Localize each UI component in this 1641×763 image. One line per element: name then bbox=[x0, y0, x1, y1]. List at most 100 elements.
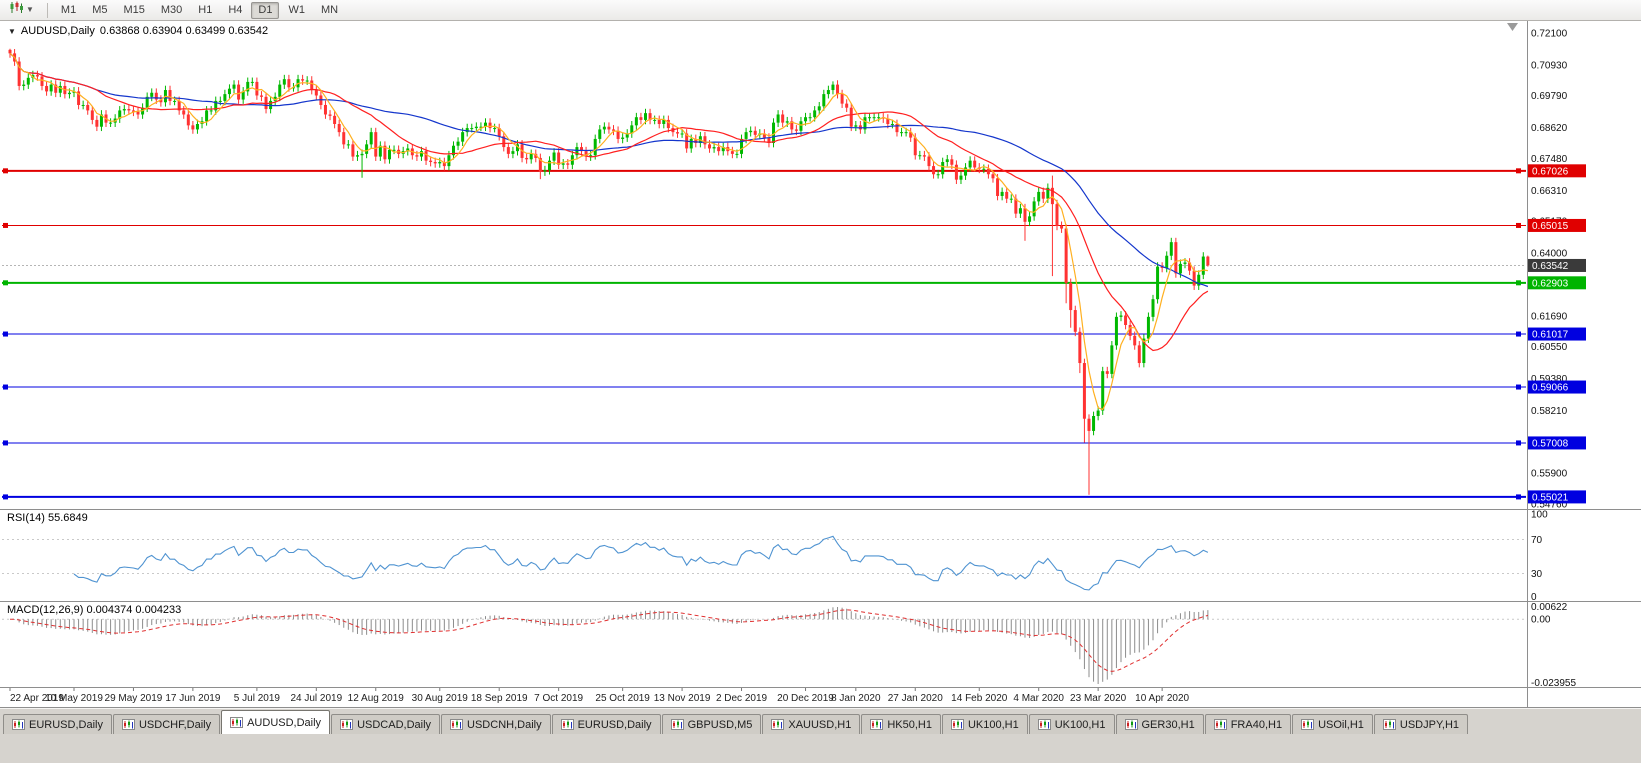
candle-body bbox=[666, 119, 670, 129]
chart-tab-label: FRA40,H1 bbox=[1230, 718, 1283, 731]
candle-body bbox=[589, 155, 593, 157]
candle-body bbox=[1018, 208, 1022, 214]
candle-body bbox=[54, 84, 58, 93]
candle-body bbox=[451, 145, 455, 156]
candle-body bbox=[406, 148, 410, 152]
candle-body bbox=[936, 174, 940, 176]
chart-tab-1-usdchf-daily[interactable]: USDCHF,Daily bbox=[112, 714, 221, 734]
timeframe-button-h1[interactable]: H1 bbox=[198, 3, 213, 16]
line-handle bbox=[3, 440, 8, 446]
time-axis-label: 14 Feb 2020 bbox=[951, 693, 1008, 704]
chart-tab-12-fra40-h1[interactable]: FRA40,H1 bbox=[1204, 714, 1292, 734]
candle-body bbox=[922, 155, 926, 157]
candle-body bbox=[639, 117, 643, 120]
line-handle bbox=[3, 280, 8, 286]
chart-tab-4-usdcnh-daily[interactable]: USDCNH,Daily bbox=[441, 714, 551, 734]
candle-body bbox=[186, 114, 190, 126]
candle-body bbox=[529, 153, 533, 160]
candle-body bbox=[122, 109, 126, 111]
chart-tab-5-eurusd-daily[interactable]: EURUSD,Daily bbox=[551, 714, 661, 734]
chart-tab-11-ger30-h1[interactable]: GER30,H1 bbox=[1115, 714, 1204, 734]
chart-tab-9-uk100-h1[interactable]: UK100,H1 bbox=[941, 714, 1028, 734]
chart-tab-6-gbpusd-m5[interactable]: GBPUSD,M5 bbox=[661, 714, 762, 734]
candle-body bbox=[237, 84, 241, 100]
time-axis-label: 8 Jan 2020 bbox=[831, 693, 881, 704]
timeframe-button-m15[interactable]: M15 bbox=[123, 3, 145, 16]
candle-body bbox=[95, 119, 99, 127]
candle-body bbox=[465, 128, 469, 133]
candle-body bbox=[223, 94, 227, 101]
candle-body bbox=[813, 110, 817, 118]
candle-body bbox=[721, 147, 725, 152]
chart-title: ▼ AUDUSD,Daily 0.63868 0.63904 0.63499 0… bbox=[8, 25, 268, 37]
chart-tab-8-hk50-h1[interactable]: HK50,H1 bbox=[861, 714, 941, 734]
candle-body bbox=[1137, 345, 1141, 364]
candle-body bbox=[653, 119, 657, 121]
candle-body bbox=[232, 84, 236, 89]
candle-body bbox=[863, 117, 867, 130]
price-axis-tick: 0.60550 bbox=[1531, 342, 1568, 353]
timeframe-button-m30[interactable]: M30 bbox=[160, 3, 183, 16]
price-axis-tick: 0.58210 bbox=[1531, 406, 1568, 417]
line-handle bbox=[3, 384, 8, 390]
candle-body bbox=[502, 136, 506, 148]
candle-body bbox=[1050, 187, 1054, 205]
candle-body bbox=[1110, 345, 1114, 374]
candle-body bbox=[1128, 324, 1132, 336]
chart-tab-13-usoil-h1[interactable]: USOil,H1 bbox=[1292, 714, 1373, 734]
chart-shift-marker[interactable] bbox=[1507, 23, 1518, 31]
time-axis-label: 29 May 2019 bbox=[105, 693, 163, 704]
chart-tab-3-usdcad-daily[interactable]: USDCAD,Daily bbox=[331, 714, 441, 734]
candle-body bbox=[392, 149, 396, 151]
chart-tab-2-audusd-daily[interactable]: AUDUSD,Daily bbox=[221, 710, 331, 734]
candle-body bbox=[323, 104, 327, 115]
candle-body bbox=[557, 152, 561, 165]
candle-body bbox=[49, 84, 53, 92]
timeframe-button-m1[interactable]: M1 bbox=[60, 3, 77, 16]
chart-tab-14-usdjpy-h1[interactable]: USDJPY,H1 bbox=[1373, 714, 1469, 734]
candle-body bbox=[1028, 216, 1032, 222]
candle-body bbox=[136, 111, 140, 115]
candle-body bbox=[785, 121, 789, 123]
candle-body bbox=[150, 92, 154, 97]
candle-body bbox=[387, 149, 391, 160]
timeframe-button-d1[interactable]: D1 bbox=[251, 1, 280, 19]
price-label-box bbox=[1528, 327, 1586, 341]
timeframe-button-w1[interactable]: W1 bbox=[288, 3, 305, 16]
chart-background bbox=[0, 21, 1641, 708]
candle-body bbox=[374, 132, 378, 157]
timeframe-button-mn[interactable]: MN bbox=[320, 3, 339, 16]
timeframe-button-h4[interactable]: H4 bbox=[228, 3, 243, 16]
one-click-trading-toggle[interactable]: ▼ bbox=[8, 26, 16, 36]
candle-body bbox=[621, 137, 625, 139]
time-axis-label: 17 Jun 2019 bbox=[165, 693, 220, 704]
rsi-axis-label: 100 bbox=[1531, 510, 1548, 521]
candle-body bbox=[584, 151, 588, 157]
candle-body bbox=[932, 166, 936, 175]
chart-type-dropdown[interactable]: ▼ bbox=[5, 0, 38, 20]
candle-body bbox=[479, 126, 483, 128]
candle-body bbox=[360, 153, 364, 156]
price-axis-tick: 0.64000 bbox=[1531, 249, 1568, 260]
candle-body bbox=[58, 85, 62, 93]
candle-body bbox=[1188, 262, 1192, 271]
chart-tab-label: USDJPY,H1 bbox=[1399, 718, 1460, 731]
chart-tab-7-xauusd-h1[interactable]: XAUUSD,H1 bbox=[762, 714, 861, 734]
price-label-box bbox=[1528, 276, 1586, 290]
price-label-box bbox=[1528, 380, 1586, 394]
candle-body bbox=[314, 90, 318, 96]
candle-body bbox=[214, 100, 218, 111]
time-axis-label: 27 Jan 2020 bbox=[888, 693, 943, 704]
chart-tab-0-eurusd-daily[interactable]: EURUSD,Daily bbox=[3, 714, 112, 734]
candle-body bbox=[424, 151, 428, 161]
candle-body bbox=[1046, 187, 1050, 199]
chart-tab-10-uk100-h1[interactable]: UK100,H1 bbox=[1028, 714, 1115, 734]
chart-tab-label: HK50,H1 bbox=[887, 718, 932, 731]
timeframe-button-m5[interactable]: M5 bbox=[92, 3, 108, 16]
candle-body bbox=[40, 76, 44, 86]
price-label-box bbox=[1528, 164, 1586, 178]
time-axis-label: 10 Apr 2020 bbox=[1135, 693, 1189, 704]
candle-body bbox=[250, 81, 254, 83]
candle-body bbox=[580, 147, 583, 152]
